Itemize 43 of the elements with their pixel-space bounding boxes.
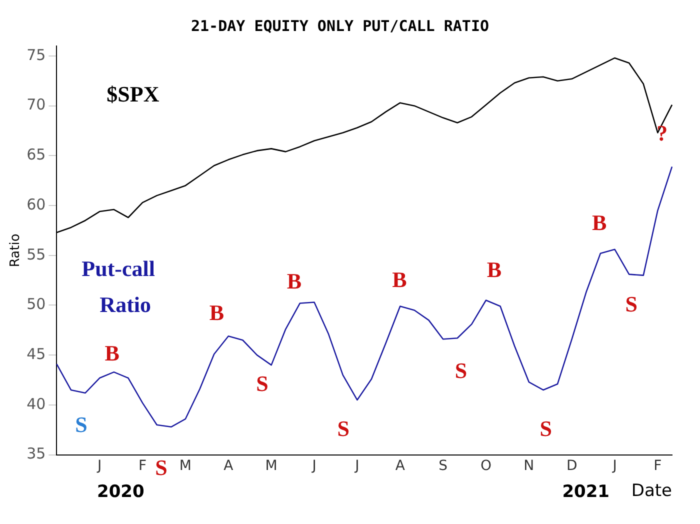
y-tick-label: 50 — [26, 295, 46, 314]
x-tick-label: M — [179, 458, 192, 474]
y-axis-title: Ratio — [8, 234, 24, 268]
x-tick-label: J — [612, 458, 617, 474]
text: $SPX — [106, 82, 160, 107]
annotation: S — [337, 416, 350, 441]
y-tick-label: 65 — [26, 146, 46, 164]
x-tick-label: F — [138, 458, 147, 474]
x-axis-title: Date — [631, 481, 672, 502]
x-tick-label: J — [354, 458, 360, 474]
x-tick-label: O — [480, 458, 492, 474]
annotation: B — [392, 267, 408, 292]
annotation: S — [75, 412, 88, 437]
x-tick-label: F — [654, 458, 662, 474]
annotation: B — [486, 256, 502, 282]
text: 2020 — [97, 482, 144, 502]
annotation: S — [256, 370, 268, 396]
x-tick-label: J — [96, 458, 102, 474]
x-tick-label: M — [265, 458, 278, 474]
annotation: S — [454, 358, 468, 383]
chart-title: 21-DAY EQUITY ONLY PUT/CALL RATIO — [190, 16, 490, 35]
x-tick-label: A — [395, 458, 406, 474]
y-tick-label: 45 — [26, 344, 46, 363]
y-tick-label: 70 — [26, 96, 46, 114]
x-tick-label: J — [311, 458, 316, 474]
y-tick-label: 40 — [26, 394, 46, 413]
y-tick-label: 35 — [26, 444, 46, 463]
x-tick-label: S — [438, 458, 448, 474]
x-tick-label: N — [524, 458, 534, 474]
text: Put-call Ratio — [82, 256, 156, 318]
annotation: B — [592, 210, 608, 235]
annotation: S — [540, 416, 552, 441]
text: 2021 — [562, 482, 610, 502]
annotation: B — [209, 300, 224, 325]
annotation: B — [104, 340, 120, 366]
annotation: B — [286, 268, 302, 294]
x-tick-label: D — [566, 458, 578, 474]
y-tick-label: 55 — [26, 245, 46, 264]
x-tick-label: A — [224, 458, 234, 474]
annotation: ? — [656, 120, 668, 146]
y-tick-label: 60 — [26, 195, 46, 214]
y-tick-label: 75 — [26, 46, 46, 64]
annotation: S — [625, 292, 638, 317]
